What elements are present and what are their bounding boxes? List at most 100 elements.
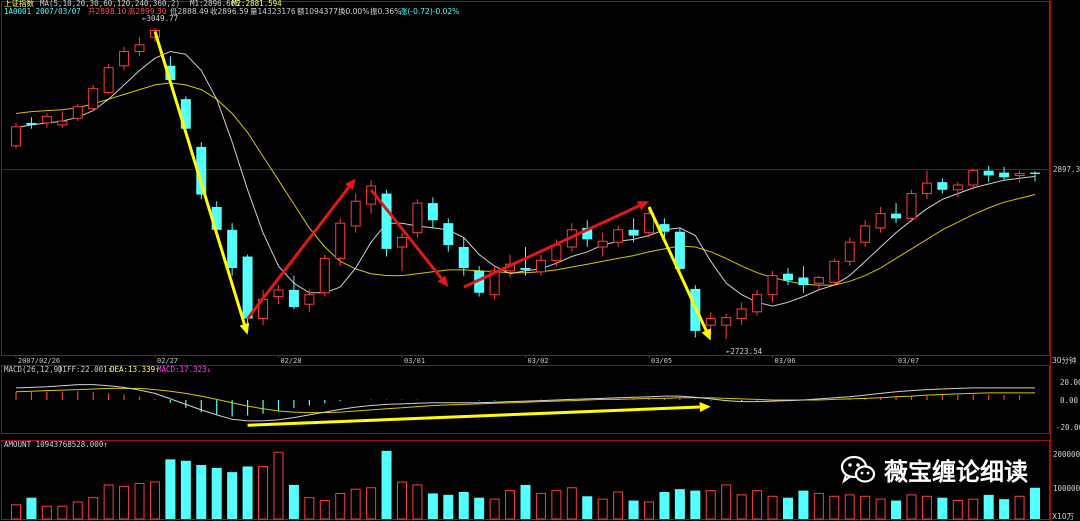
trend-arrow: [247, 402, 711, 427]
candle-body-up: [860, 225, 871, 243]
candle: [875, 206, 886, 233]
amount-value: 额1094377: [297, 6, 338, 16]
amount-bar-down: [937, 497, 948, 519]
candle: [813, 275, 824, 289]
date-label: 03/07: [898, 357, 919, 365]
amount-bar-down: [983, 494, 994, 519]
candle-body-down: [782, 273, 793, 281]
amount-bar-up: [952, 500, 963, 520]
candle: [535, 254, 546, 276]
candle-body-down: [458, 246, 469, 268]
date-axis: 2007/02/26 02/27 02/28 03/01 03/02 03/05 03/06…: [15, 355, 919, 365]
amount-bar-up: [767, 495, 778, 520]
amount-bar-up: [366, 487, 377, 520]
candle-body-up: [906, 193, 917, 219]
amount-bar-down: [891, 500, 902, 519]
candle-body-down: [165, 65, 176, 81]
date-label: 03/01: [404, 357, 425, 365]
amount-unit: X10万: [1052, 512, 1075, 521]
watermark-text: 薇宝缠论细读: [884, 458, 1028, 486]
candle: [752, 289, 763, 316]
high-price-label: ←3049.77: [142, 14, 178, 23]
amount-bar-down: [690, 490, 701, 519]
candle-body-up: [597, 240, 608, 248]
amount-bar-up: [57, 505, 68, 520]
macd-axis-mid: 0.00: [1060, 396, 1079, 405]
trend-arrow: [463, 201, 650, 289]
amount-bar-up: [489, 498, 500, 520]
date-label: 03/05: [651, 357, 672, 365]
candle: [767, 270, 778, 303]
candle: [72, 103, 83, 122]
candle-body-up: [767, 275, 778, 296]
date-label: 2007/02/26: [18, 357, 60, 365]
candle: [736, 302, 747, 326]
trend-arrow-shaft: [369, 188, 443, 280]
amount-bar-up: [860, 495, 871, 520]
amount-title: AMOUNT 10943768528.000↑: [4, 440, 108, 449]
amount-bar-down: [798, 490, 809, 519]
amount-bar-up: [11, 504, 21, 520]
candle-body-up: [644, 213, 655, 234]
candle-body-up: [11, 126, 21, 147]
trend-arrow-shaft: [153, 31, 246, 325]
amount-bar-up: [968, 498, 979, 520]
macd-axis-bottom: -20.00: [1056, 423, 1080, 432]
candle: [1014, 170, 1025, 183]
candle: [921, 170, 932, 200]
candle-body-down: [999, 172, 1010, 178]
candle: [644, 208, 655, 238]
trend-arrow-shaft: [246, 186, 351, 320]
candle: [1030, 171, 1040, 182]
candle: [41, 113, 52, 128]
period-label: 30分钟: [1052, 355, 1077, 365]
candle: [628, 218, 639, 243]
amount-bar-up: [88, 497, 99, 520]
candle-body-up: [921, 182, 932, 195]
candle: [798, 266, 809, 293]
candle: [381, 189, 392, 257]
date-label: 03/06: [775, 357, 796, 365]
candle-body-down: [937, 182, 948, 190]
date-label: 02/28: [280, 357, 301, 365]
candle: [103, 63, 114, 95]
candle: [968, 168, 979, 190]
amount-bar-up: [134, 483, 145, 520]
candle: [366, 180, 377, 214]
trend-arrow: [647, 206, 711, 341]
amount-bar-up: [335, 492, 346, 520]
trend-arrow-shaft: [647, 206, 708, 332]
macd-dea-line: [15, 387, 1035, 414]
amount-bar-down: [165, 459, 176, 519]
low-price-label: ←2723.54: [726, 347, 763, 356]
candle-body-up: [613, 229, 624, 243]
trend-arrow-head: [344, 178, 356, 191]
amount-axis-top: 200000: [1053, 450, 1080, 459]
amount-bar-up: [921, 495, 932, 520]
candle: [613, 226, 624, 247]
candle: [937, 178, 948, 194]
amount-bar-down: [227, 472, 238, 519]
candle-body-up: [41, 115, 52, 124]
amount-bar-up: [844, 494, 855, 520]
candle-body-down: [983, 170, 994, 176]
candle-body-up: [134, 44, 145, 52]
candle-body-up: [829, 260, 840, 283]
candle-body-up: [875, 213, 886, 229]
candle: [134, 37, 145, 57]
candle-body-down: [211, 206, 222, 230]
trend-arrow-head: [636, 201, 650, 211]
trend-arrow: [369, 188, 449, 288]
candle: [443, 218, 454, 252]
candle-body-up: [72, 106, 83, 119]
candle: [674, 227, 685, 276]
low-price: 低2888.49: [170, 6, 209, 16]
trend-arrows: [153, 31, 711, 427]
candle-body-down: [227, 229, 238, 268]
candle: [427, 197, 438, 228]
amount-bar-down: [443, 494, 454, 519]
candle-body-up: [350, 200, 361, 227]
amount-bar-up: [736, 494, 747, 520]
amount-bar-up: [644, 501, 655, 520]
price-panel-frame: [1, 1, 1050, 356]
